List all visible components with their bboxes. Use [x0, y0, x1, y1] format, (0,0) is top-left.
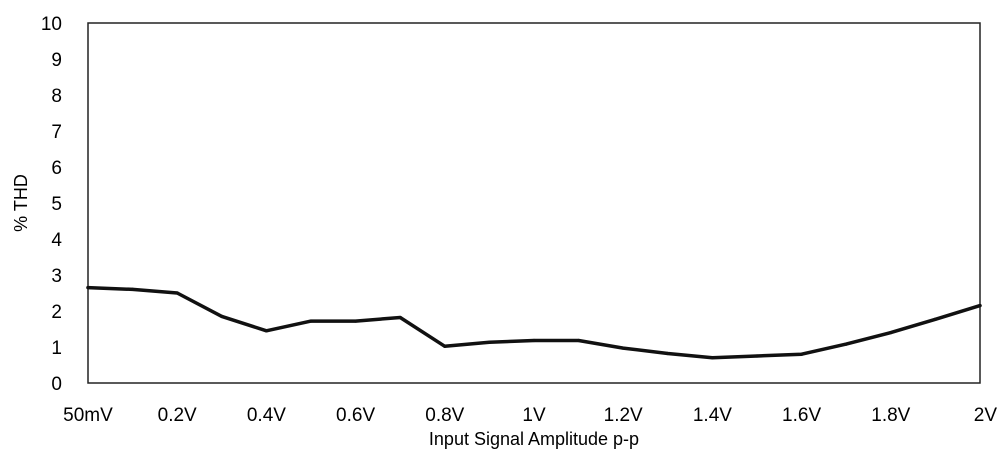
series-point	[889, 331, 893, 335]
y-tick-label: 4	[51, 230, 62, 251]
y-tick-label: 0	[51, 374, 62, 395]
x-axis-title: Input Signal Amplitude p-p	[429, 429, 639, 449]
x-tick-label: 1.8V	[871, 405, 910, 426]
series-point	[933, 317, 938, 321]
y-tick-label: 10	[41, 14, 62, 35]
y-tick-label: 7	[51, 122, 62, 143]
x-tick-label: 0.8V	[425, 405, 464, 426]
series-point	[398, 315, 402, 320]
x-axis-tick-labels: 50mV 0.2V 0.4V 0.6V 0.8V 1V 1.2V 1.4V 1.6V 1.8V 2V	[63, 405, 997, 426]
y-tick-label: 5	[51, 194, 62, 215]
x-tick-label: 50mV	[63, 405, 113, 426]
plot-frame	[87, 22, 981, 384]
series-point	[978, 304, 982, 308]
series-point	[309, 319, 313, 323]
y-axis-tick-labels: 0 1 2 3 4 5 6 7 8 9 10	[41, 14, 63, 395]
x-tick-label: 2V	[974, 405, 998, 426]
series-point	[86, 286, 90, 290]
series-point	[666, 351, 670, 356]
series-point	[532, 338, 536, 343]
series-points	[86, 286, 982, 360]
x-tick-label: 0.2V	[158, 405, 197, 426]
series-point	[443, 344, 447, 348]
series-point	[354, 319, 358, 323]
y-tick-label: 8	[51, 86, 62, 107]
y-tick-label: 6	[51, 158, 62, 179]
series-point	[487, 340, 491, 344]
y-tick-label: 1	[51, 338, 62, 359]
x-tick-label: 1.6V	[782, 405, 821, 426]
y-tick-label: 3	[51, 266, 62, 287]
series-point	[710, 356, 715, 360]
series-point	[175, 291, 179, 295]
series-point	[131, 287, 135, 291]
y-tick-label: 9	[51, 50, 62, 71]
series-point	[755, 354, 759, 358]
x-tick-label: 0.4V	[247, 405, 286, 426]
x-tick-label: 1.4V	[693, 405, 732, 426]
series-point	[264, 329, 268, 333]
y-axis-title: % THD	[11, 174, 31, 232]
series-point	[577, 338, 581, 343]
series-point	[220, 314, 224, 318]
series-point	[621, 346, 625, 350]
series-point	[844, 342, 848, 346]
y-tick-label: 2	[51, 302, 62, 323]
x-tick-label: 1.2V	[604, 405, 643, 426]
x-tick-label: 0.6V	[336, 405, 375, 426]
x-tick-label: 1V	[522, 405, 546, 426]
series-line	[86, 285, 982, 360]
series-point	[800, 352, 804, 356]
